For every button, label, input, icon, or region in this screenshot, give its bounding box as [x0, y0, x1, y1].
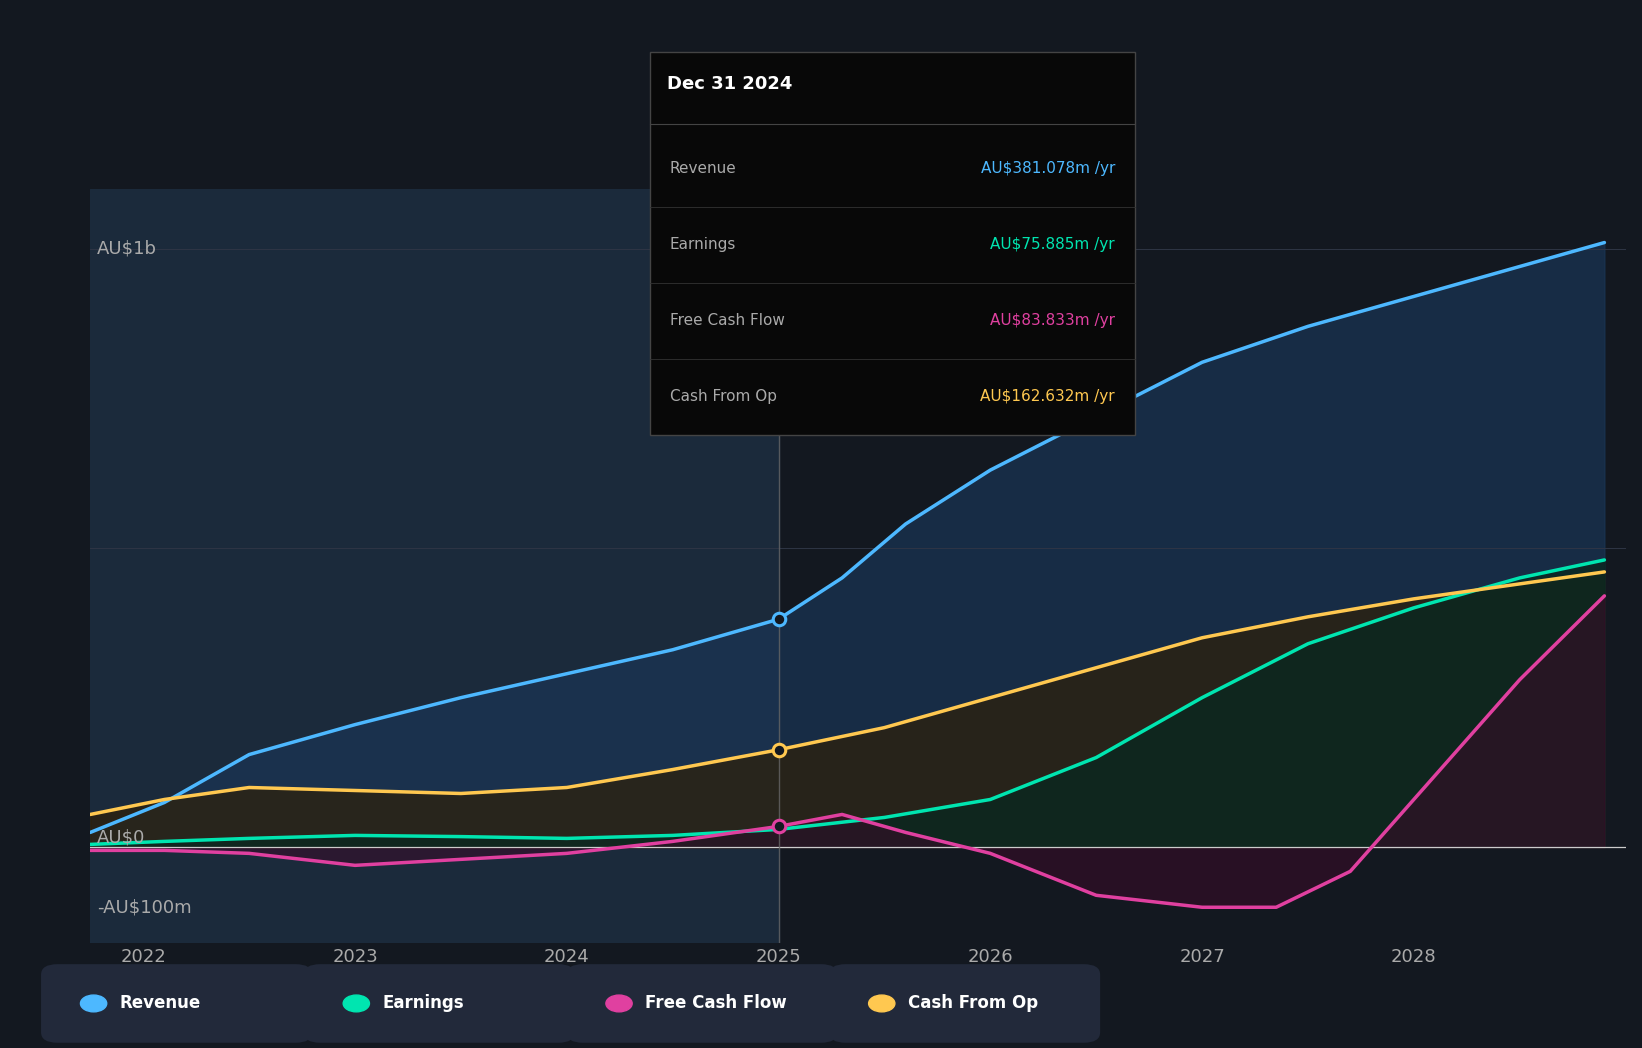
Text: Cash From Op: Cash From Op — [908, 995, 1038, 1012]
Text: AU$381.078m /yr: AU$381.078m /yr — [980, 161, 1115, 176]
Text: Earnings: Earnings — [670, 238, 736, 253]
Text: AU$162.632m /yr: AU$162.632m /yr — [980, 390, 1115, 405]
Text: AU$1b: AU$1b — [97, 240, 156, 258]
Text: AU$0: AU$0 — [97, 828, 144, 846]
Text: Dec 31 2024: Dec 31 2024 — [667, 75, 791, 93]
Text: Earnings: Earnings — [383, 995, 465, 1012]
Text: Revenue: Revenue — [670, 161, 737, 176]
Text: Analysts Forecasts: Analysts Forecasts — [795, 287, 951, 305]
Text: AU$75.885m /yr: AU$75.885m /yr — [990, 238, 1115, 253]
Text: Free Cash Flow: Free Cash Flow — [670, 313, 785, 328]
Text: Revenue: Revenue — [120, 995, 200, 1012]
Text: Free Cash Flow: Free Cash Flow — [645, 995, 787, 1012]
Text: AU$83.833m /yr: AU$83.833m /yr — [990, 313, 1115, 328]
Text: -AU$100m: -AU$100m — [97, 898, 190, 916]
Bar — [90, 189, 778, 943]
Text: Cash From Op: Cash From Op — [670, 390, 777, 405]
Text: Past: Past — [734, 287, 768, 305]
